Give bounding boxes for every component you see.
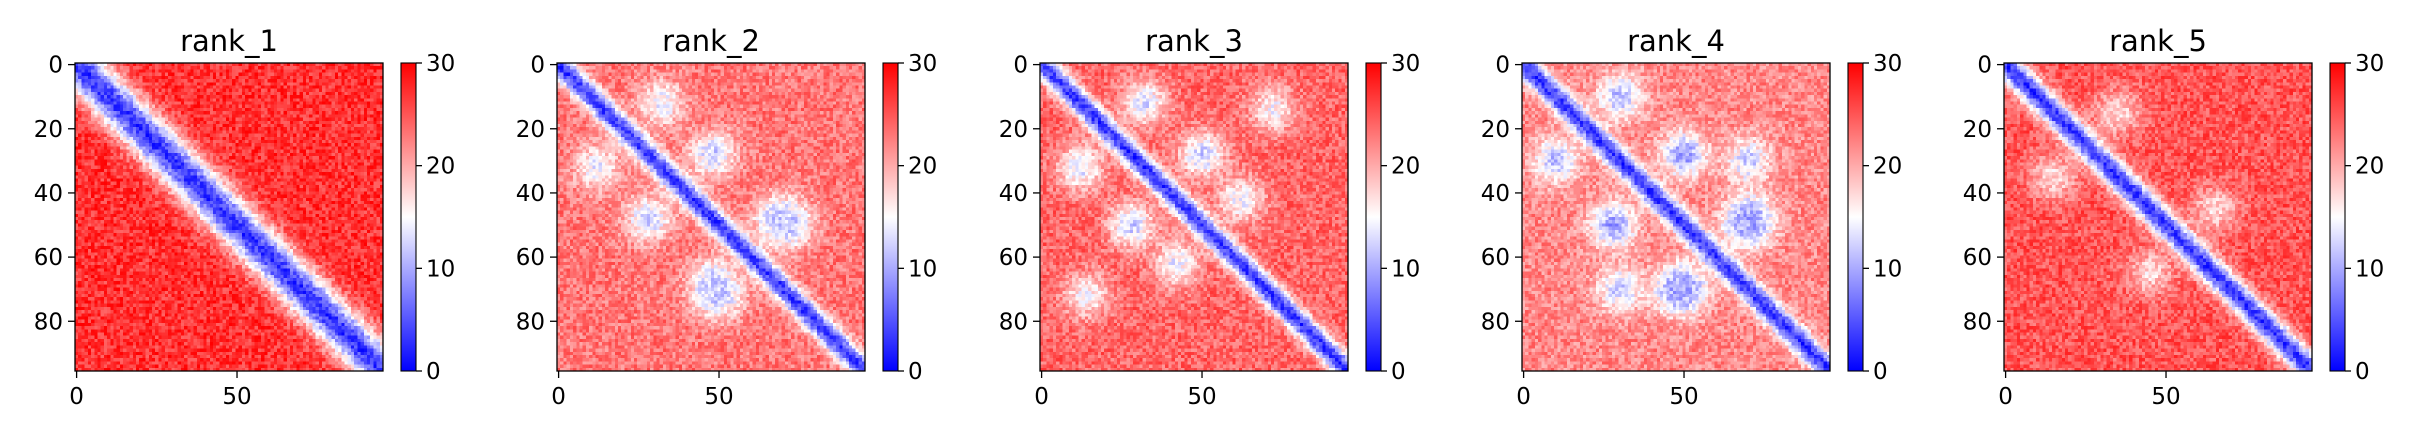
y-tick-label: 0 (1977, 53, 1992, 79)
colorbar-tick-label: 30 (1391, 51, 1420, 77)
colorbar (1366, 63, 1381, 371)
x-tick-label: 50 (1669, 384, 1698, 410)
colorbar-tick-label: 0 (2355, 359, 2370, 385)
x-tick-label: 0 (69, 384, 84, 410)
x-tick-label: 50 (2151, 384, 2180, 410)
colorbar (883, 63, 898, 371)
colorbar-tick-label: 20 (908, 154, 937, 180)
colorbar-tick-label: 10 (426, 256, 455, 282)
panel-title: rank_4 (1627, 24, 1725, 58)
colorbar-tick-label: 30 (1873, 51, 1902, 77)
colorbar-tick-label: 30 (2355, 51, 2384, 77)
colorbar-tick-label: 0 (908, 359, 923, 385)
y-tick-label: 60 (34, 245, 63, 271)
panel-title: rank_1 (180, 24, 278, 58)
colorbar-tick-label: 10 (1873, 256, 1902, 282)
colorbar-tick-label: 0 (1391, 359, 1406, 385)
heatmap-cells (75, 63, 384, 372)
colorbar (2330, 63, 2345, 371)
x-tick-label: 0 (1034, 384, 1049, 410)
heatmap-panel-1: rank_1 0 20 40 60 80 0 50 0 10 20 30 (34, 24, 456, 410)
heatmap-cells (2004, 63, 2313, 372)
y-tick-label: 0 (48, 53, 63, 79)
colorbar-tick-label: 20 (1873, 154, 1902, 180)
y-tick-label: 80 (34, 309, 63, 335)
y-tick-label: 80 (1963, 309, 1992, 335)
y-tick-label: 60 (999, 245, 1028, 271)
heatmap-panel-4: rank_4 0 20 40 60 80 0 50 0 10 20 30 (1481, 24, 1903, 410)
colorbar-tick-label: 20 (1391, 154, 1420, 180)
heatmap-cells (1040, 63, 1349, 372)
x-tick-label: 50 (704, 384, 733, 410)
colorbar-tick-label: 10 (1391, 256, 1420, 282)
y-tick-label: 0 (1495, 53, 1510, 79)
y-tick-label: 80 (999, 309, 1028, 335)
y-tick-label: 60 (1963, 245, 1992, 271)
y-tick-label: 40 (999, 181, 1028, 207)
panel-title: rank_5 (2109, 24, 2207, 58)
colorbar-tick-label: 0 (1873, 359, 1888, 385)
colorbar-tick-label: 0 (426, 359, 441, 385)
x-tick-label: 0 (1998, 384, 2013, 410)
colorbar (1848, 63, 1863, 371)
y-tick-label: 20 (1963, 117, 1992, 143)
y-tick-label: 20 (999, 117, 1028, 143)
heatmap-panel-3: rank_3 0 20 40 60 80 0 50 0 10 20 30 (999, 24, 1421, 410)
y-tick-label: 40 (34, 181, 63, 207)
heatmap-panel-5: rank_5 0 20 40 60 80 0 50 0 10 20 30 (1963, 24, 2385, 410)
y-tick-label: 0 (530, 53, 545, 79)
colorbar-tick-label: 10 (2355, 256, 2384, 282)
y-tick-label: 0 (1013, 53, 1028, 79)
y-tick-label: 40 (1481, 181, 1510, 207)
y-tick-label: 80 (1481, 309, 1510, 335)
panel-title: rank_2 (662, 24, 760, 58)
y-tick-label: 60 (516, 245, 545, 271)
colorbar (401, 63, 416, 371)
colorbar-tick-label: 10 (908, 256, 937, 282)
y-tick-label: 60 (1481, 245, 1510, 271)
y-tick-label: 20 (516, 117, 545, 143)
y-tick-label: 20 (1481, 117, 1510, 143)
x-tick-label: 50 (1187, 384, 1216, 410)
panel-title: rank_3 (1145, 24, 1243, 58)
heatmap-cells (557, 63, 866, 372)
colorbar-tick-label: 20 (426, 154, 455, 180)
y-tick-label: 40 (516, 181, 545, 207)
x-tick-label: 0 (1516, 384, 1531, 410)
y-tick-label: 80 (516, 309, 545, 335)
y-tick-label: 40 (1963, 181, 1992, 207)
colorbar-tick-label: 30 (426, 51, 455, 77)
heatmap-panel-2: rank_2 0 20 40 60 80 0 50 0 10 20 30 (516, 24, 938, 410)
x-tick-label: 0 (551, 384, 566, 410)
y-tick-label: 20 (34, 117, 63, 143)
colorbar-tick-label: 20 (2355, 154, 2384, 180)
heatmap-cells (1522, 63, 1831, 372)
colorbar-tick-label: 30 (908, 51, 937, 77)
x-tick-label: 50 (222, 384, 251, 410)
